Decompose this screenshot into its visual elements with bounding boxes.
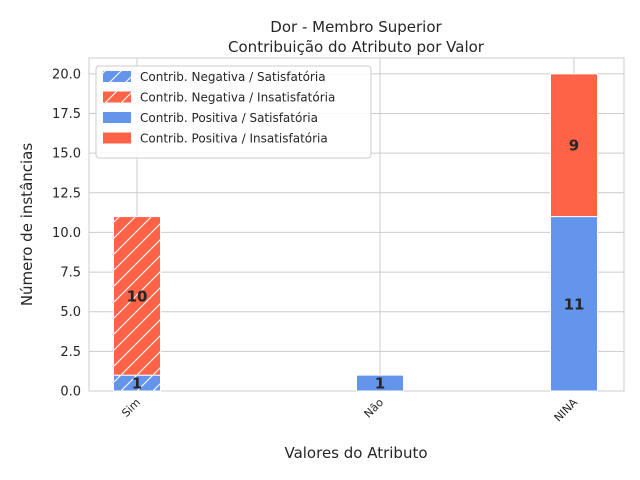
chart-subtitle: Contribuição do Atributo por Valor	[228, 38, 485, 56]
legend-swatch	[103, 132, 131, 144]
y-tick-label: 10.0	[52, 226, 81, 241]
legend-box	[95, 65, 372, 159]
y-tick-label: 12.5	[52, 186, 81, 201]
legend-entry: Contrib. Positiva / Satisfatória	[140, 111, 318, 125]
bar-value-label: 9	[569, 137, 579, 155]
y-tick-label: 0.0	[60, 385, 81, 400]
y-tick-label: 20.0	[52, 67, 81, 82]
bar-value-label: 1	[132, 375, 142, 393]
bar-segment	[550, 216, 598, 392]
bar-value-label: 11	[564, 295, 585, 313]
bar-segment	[550, 73, 598, 218]
bar-hatch	[113, 375, 161, 391]
chart-title: Dor - Membro Superior	[270, 18, 442, 36]
x-tick-labels: Sim Não NINA	[119, 396, 580, 425]
x-tick-label: Não	[362, 396, 387, 421]
y-tick-label: 5.0	[60, 305, 81, 320]
y-tick-label: 7.5	[60, 266, 81, 281]
legend: Contrib. Negativa / Satisfatória Contrib.…	[95, 65, 372, 159]
legend-swatch-hatch	[103, 91, 131, 103]
bar-value-label: 10	[127, 287, 148, 305]
y-tick-label: 17.5	[52, 107, 81, 122]
y-axis-label: Número de instâncias	[18, 143, 36, 307]
x-axis-label: Valores do Atributo	[284, 444, 427, 462]
bar-hatch	[113, 216, 161, 376]
legend-swatch	[103, 112, 131, 123]
y-tick-label: 15.0	[52, 147, 81, 162]
y-tick-label: 2.5	[60, 345, 81, 360]
legend-swatch-hatch	[103, 71, 131, 82]
bars	[113, 73, 598, 392]
y-tick-labels: 0.0 2.5 5.0 7.5 10.0 12.5 15.0 17.5 20.0	[52, 67, 81, 399]
legend-entry: Contrib. Negativa / Satisfatória	[140, 70, 326, 84]
x-tick-label: Sim	[119, 396, 143, 420]
legend-entry: Contrib. Positiva / Insatisfatória	[140, 132, 328, 146]
legend-entry: Contrib. Negativa / Insatisfatória	[140, 91, 335, 105]
x-tick-label: NINA	[552, 396, 581, 425]
bar-value-label: 1	[375, 375, 385, 393]
bar-segment	[356, 374, 404, 392]
